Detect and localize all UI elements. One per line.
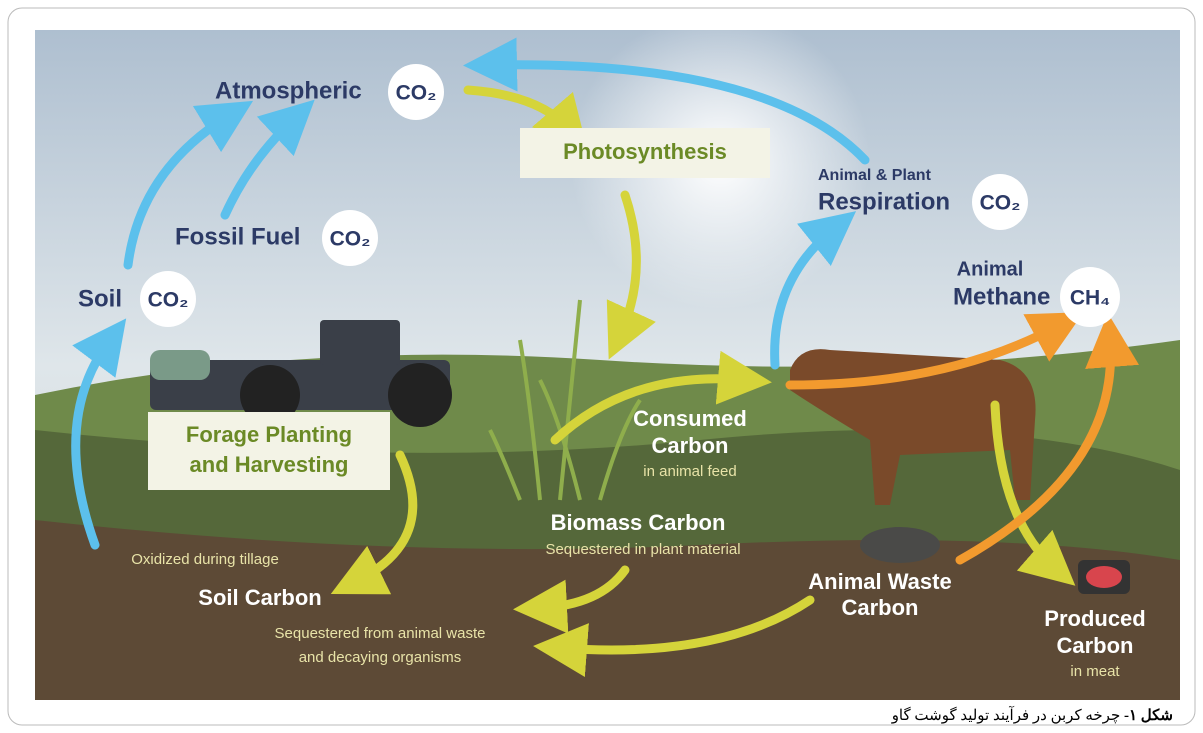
label: Consumed — [633, 406, 747, 431]
gas: CO₂ — [148, 289, 189, 312]
label: Photosynthesis — [563, 139, 727, 164]
label: Methane — [953, 283, 1050, 310]
gas: CO₂ — [980, 192, 1021, 215]
label: Soil — [78, 285, 122, 312]
label: Produced — [1044, 606, 1145, 631]
label: Animal & Plant — [818, 167, 932, 184]
label: Animal Waste — [808, 569, 951, 594]
label: Respiration — [818, 188, 950, 215]
label: Soil Carbon — [198, 585, 321, 610]
caption-text: چرخه کربن در فرآیند تولید گوشت گاو — [892, 708, 1121, 724]
label: Fossil Fuel — [175, 223, 300, 250]
note: in animal feed — [643, 463, 736, 480]
note: Oxidized during tillage — [131, 551, 279, 568]
page: Atmospheric CO₂ Photosynthesis Animal & … — [0, 0, 1203, 733]
note: in meat — [1070, 663, 1120, 680]
label: Biomass Carbon — [551, 510, 726, 535]
note: and decaying organisms — [299, 649, 462, 666]
label: Carbon — [842, 595, 919, 620]
caption: شکل ۱- چرخه کربن در فرآیند تولید گوشت گا… — [892, 706, 1173, 725]
label: Carbon — [652, 433, 729, 458]
label: Carbon — [1057, 633, 1134, 658]
gas: CH₄ — [1070, 287, 1110, 310]
label: Animal — [957, 258, 1024, 280]
gas: CO₂ — [396, 82, 437, 105]
diagram: Atmospheric CO₂ Photosynthesis Animal & … — [0, 0, 1203, 733]
caption-label: شکل ۱- — [1124, 708, 1173, 724]
label: Atmospheric — [215, 77, 362, 104]
label: Forage Planting — [186, 422, 352, 447]
note: Sequestered from animal waste — [275, 625, 486, 642]
gas: CO₂ — [330, 228, 371, 251]
note: Sequestered in plant material — [545, 541, 740, 558]
label: and Harvesting — [190, 452, 349, 477]
